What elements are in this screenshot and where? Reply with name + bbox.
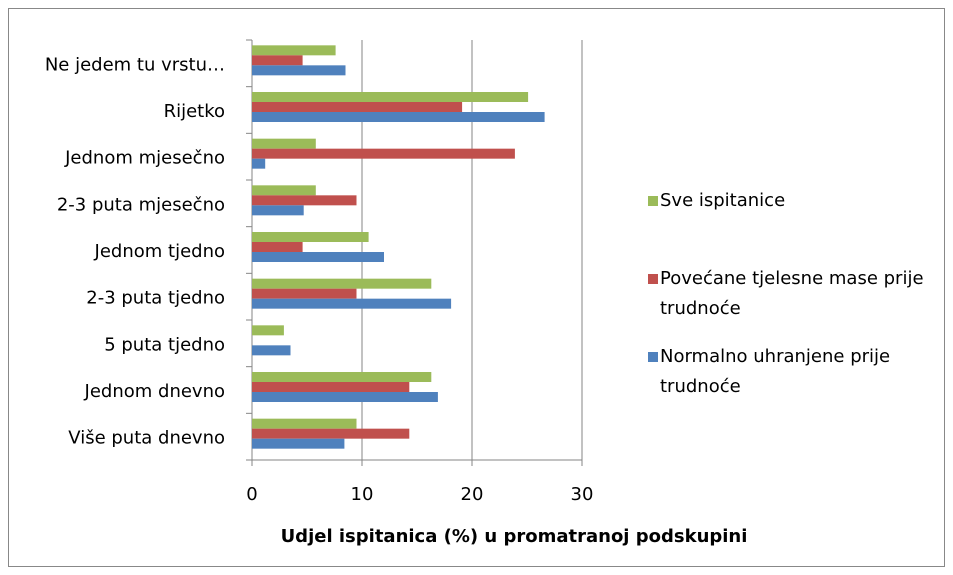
bar: [252, 232, 369, 242]
bar: [252, 252, 384, 262]
y-tick-label: 2-3 puta mjesečno: [57, 194, 225, 215]
bar: [252, 205, 304, 216]
y-tick-label: 5 puta tjedno: [104, 334, 225, 355]
bar: [252, 382, 410, 392]
bar: [252, 112, 545, 122]
y-tick-label: 2-3 puta tjedno: [86, 288, 225, 309]
bar: [252, 418, 357, 429]
bar: [252, 102, 463, 112]
y-tick-label: Jednom dnevno: [84, 381, 225, 402]
bar: [252, 45, 336, 56]
bar: [252, 185, 316, 196]
x-axis-title: Udjel ispitanica (%) u promatranoj podsk…: [281, 526, 748, 547]
bar: [252, 65, 346, 76]
bar: [252, 158, 266, 169]
bar: [252, 345, 291, 356]
legend-label: Normalno uhranjene prije trudnoće: [660, 346, 891, 397]
bar: [252, 372, 432, 382]
bar: [252, 195, 357, 206]
x-tick-label: 0: [246, 484, 257, 505]
legend-swatch: [648, 196, 658, 206]
y-tick-label: Više puta dnevno: [68, 428, 225, 449]
y-tick-label: Ne jedem tu vrstu…: [45, 54, 225, 75]
legend-label: Sve ispitanice: [660, 190, 786, 211]
x-tick-label: 10: [351, 484, 374, 505]
x-tick-label: 20: [461, 484, 484, 505]
bar: [252, 288, 357, 299]
bar: [252, 138, 316, 149]
y-tick-label: Rijetko: [164, 101, 225, 122]
legend-swatch: [648, 274, 658, 284]
bar: [252, 92, 529, 102]
legend-swatch: [648, 352, 658, 362]
bar: [252, 438, 345, 449]
bar: [252, 428, 410, 439]
bar: [252, 325, 284, 336]
bar: [252, 298, 452, 309]
x-tick-label: 30: [571, 484, 594, 505]
y-tick-label: Jednom tjedno: [94, 241, 225, 262]
bar: [252, 278, 432, 289]
bar: [252, 148, 515, 159]
bar: [252, 242, 303, 252]
bar: [252, 392, 438, 402]
bar: [252, 55, 303, 66]
y-tick-label: Jednom mjesečno: [64, 148, 225, 169]
legend-label: Povećane tjelesne mase prije trudnoće: [660, 268, 924, 319]
